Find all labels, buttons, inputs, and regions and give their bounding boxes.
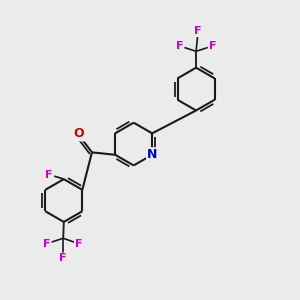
Text: F: F bbox=[194, 26, 201, 36]
Text: F: F bbox=[59, 254, 67, 263]
Text: O: O bbox=[74, 128, 85, 140]
Text: F: F bbox=[209, 41, 216, 51]
Text: F: F bbox=[43, 238, 51, 249]
Text: F: F bbox=[45, 170, 53, 180]
Text: N: N bbox=[147, 148, 158, 161]
Text: F: F bbox=[176, 41, 184, 51]
Text: F: F bbox=[75, 238, 82, 249]
